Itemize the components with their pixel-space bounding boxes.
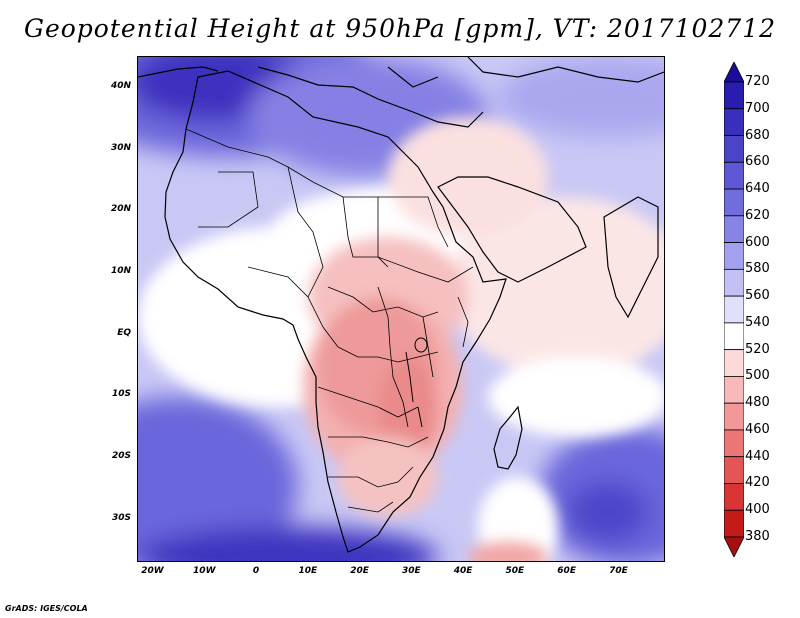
colorbar-segment [724, 349, 744, 377]
colorbar [724, 62, 744, 557]
colorbar-level-label: 720 [745, 74, 770, 89]
lon-tick-label: 30E [402, 566, 421, 576]
colorbar-level-label: 600 [745, 234, 770, 250]
lon-tick-label: 60E [557, 566, 576, 576]
colorbar-segment [724, 429, 744, 458]
colorbar-level-label: 640 [745, 181, 770, 197]
colorbar-segment [724, 509, 744, 538]
colorbar-segment [724, 402, 744, 431]
colorbar-level-label: 700 [745, 100, 770, 116]
lat-tick-label: 30N [110, 142, 131, 153]
map-plot-area [137, 56, 665, 562]
lat-tick-label: 40N [110, 80, 131, 91]
colorbar-bottom-triangle [724, 536, 744, 557]
colorbar-segment [724, 135, 744, 163]
colorbar-level-label: 440 [745, 448, 770, 464]
lakes [405, 337, 428, 428]
lon-tick-label: 40E [453, 566, 473, 576]
colorbar-top-triangle [724, 62, 744, 83]
colorbar-segment [724, 108, 744, 136]
colorbar-level-label: 400 [745, 502, 770, 518]
colorbar-segment [724, 215, 744, 243]
colorbar-segment [724, 295, 744, 324]
lon-tick-label: 20E [350, 566, 369, 576]
lat-tick-label: EQ [117, 327, 131, 338]
lon-tick-label: 50E [505, 566, 525, 576]
colorbar-segment [724, 161, 744, 190]
colorbar-level-label: 580 [745, 261, 770, 277]
lat-tick-label: 20S [111, 451, 131, 462]
colorbar-level-label: 460 [745, 421, 770, 437]
lat-tick-label: 10N [110, 265, 131, 276]
height-field-red [303, 237, 548, 561]
colorbar-segment [724, 81, 744, 110]
lon-tick-label: 20W [141, 566, 164, 576]
colorbar-segment [724, 376, 744, 404]
colorbar-segment [724, 242, 744, 270]
lon-tick-label: 0 [252, 566, 260, 576]
colorbar-segment [724, 456, 744, 484]
lat-tick-label: 20N [110, 204, 131, 215]
colorbar-segment [724, 268, 744, 297]
colorbar-level-label: 680 [745, 127, 770, 143]
colorbar-level-label: 380 [745, 529, 770, 544]
colorbar-level-label: 660 [745, 154, 770, 170]
height-field-blue [138, 57, 664, 561]
lon-tick-label: 10E [298, 566, 318, 576]
colorbar-level-label: 620 [745, 207, 770, 223]
lon-tick-label: 10W [193, 566, 216, 576]
colorbar-level-label: 540 [745, 314, 770, 330]
colorbar-level-label: 480 [745, 395, 770, 411]
colorbar-segment [724, 483, 744, 511]
credit-label: GrADS: IGES/COLA [5, 604, 88, 613]
colorbar-segment [724, 322, 744, 351]
lat-tick-label: 30S [111, 512, 131, 523]
geopotential-map [138, 57, 664, 561]
colorbar-level-label: 500 [745, 368, 770, 384]
map-title: Geopotential Height at 950hPa [gpm], VT:… [23, 14, 777, 43]
colorbar-level-label: 520 [745, 341, 770, 357]
coastlines [138, 57, 664, 553]
lat-tick-label: 10S [111, 389, 131, 400]
country-borders [185, 128, 474, 513]
lon-tick-label: 70E [609, 566, 628, 576]
colorbar-segment [724, 188, 744, 217]
colorbar-level-label: 560 [745, 288, 770, 304]
colorbar-level-label: 420 [745, 475, 770, 491]
